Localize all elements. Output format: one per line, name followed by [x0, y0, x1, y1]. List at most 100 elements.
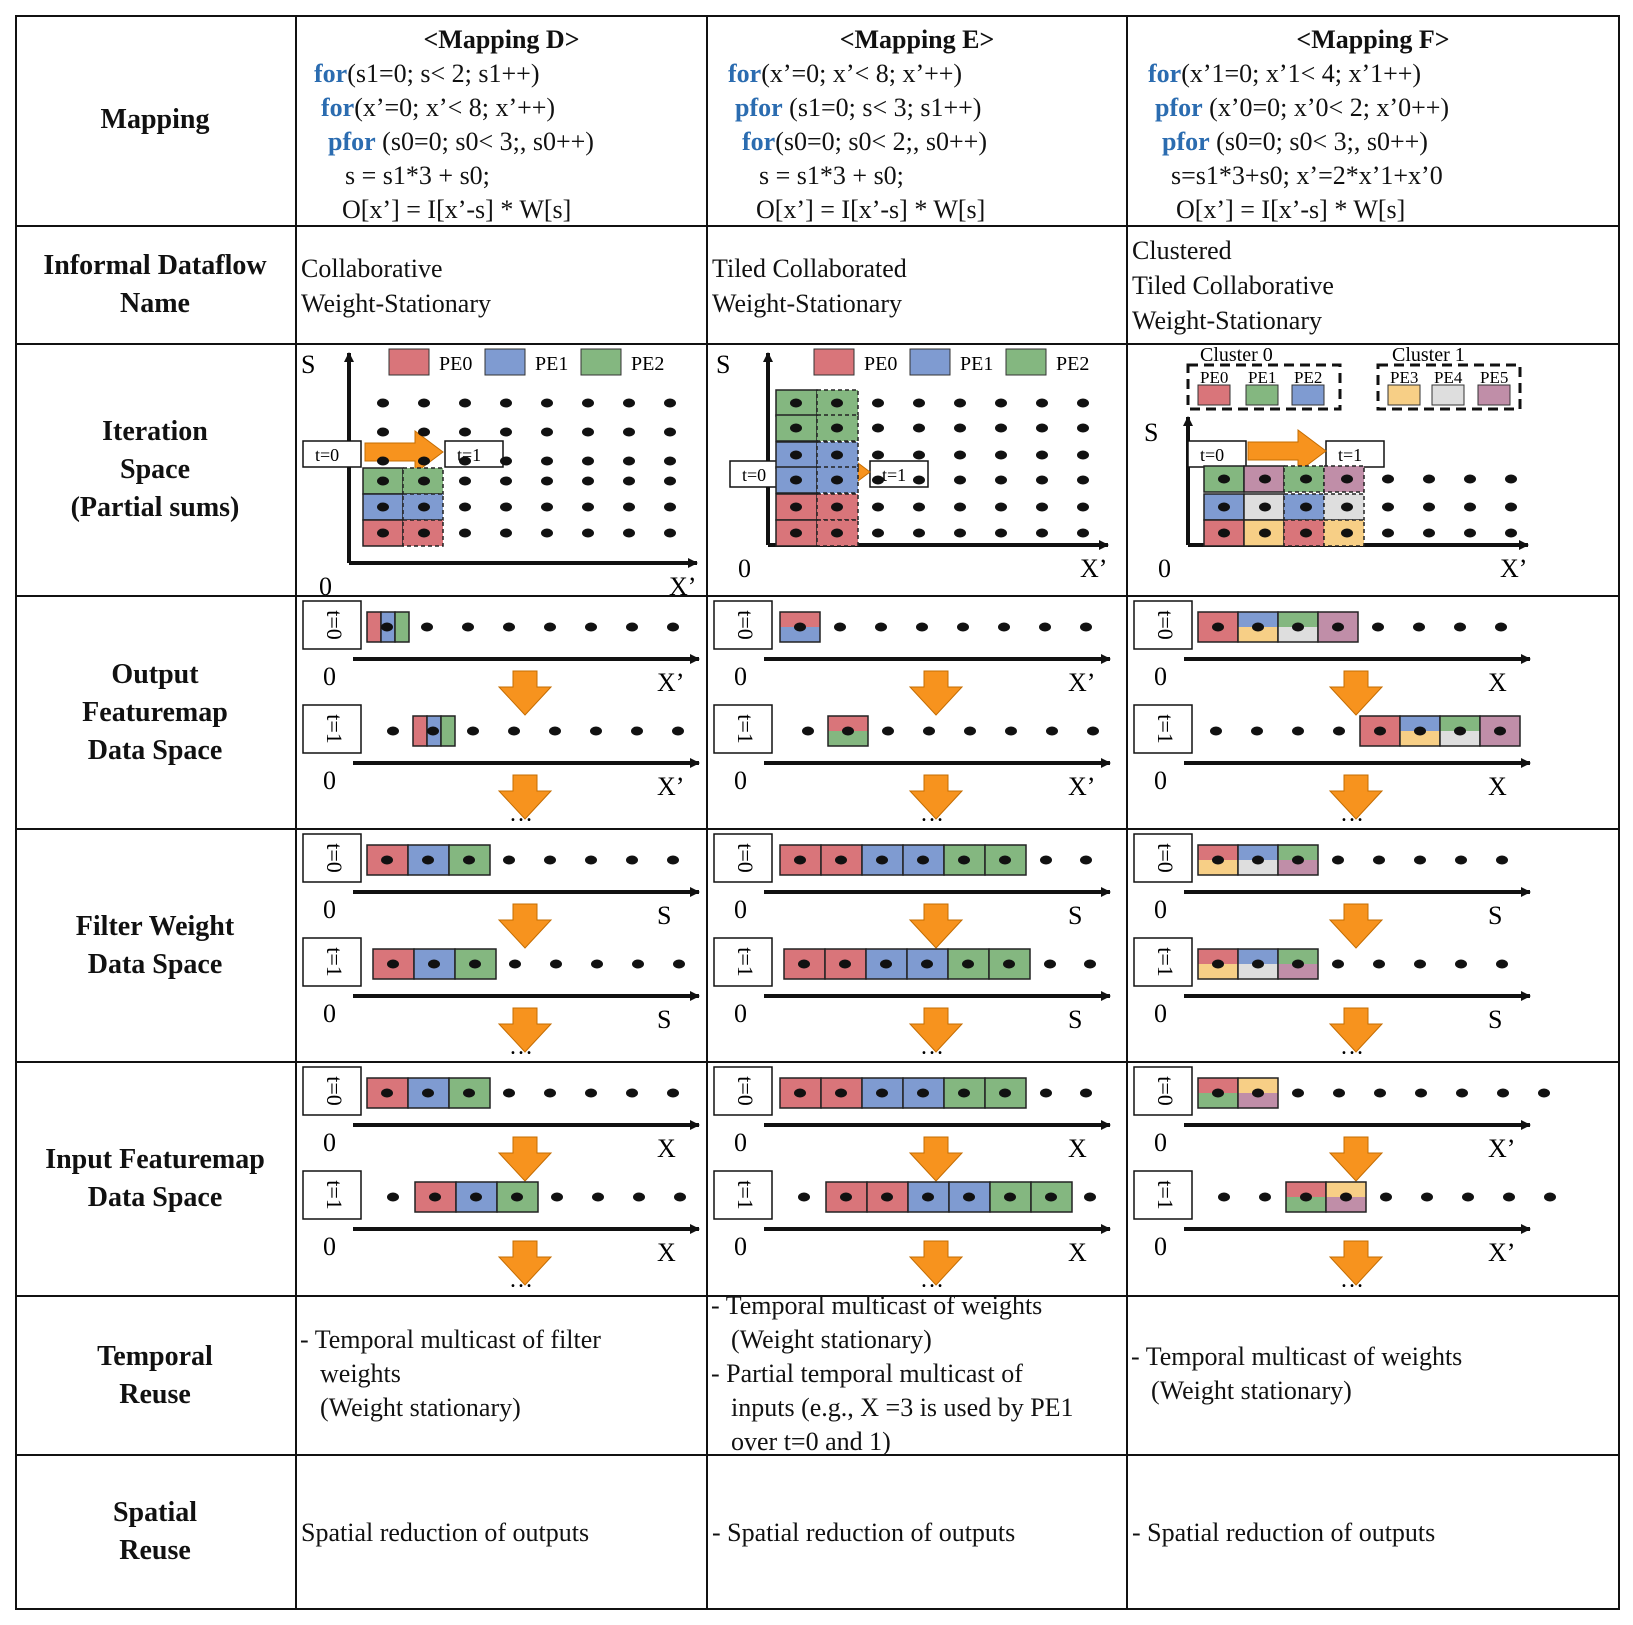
data-point [794, 1088, 806, 1098]
timestep-label: t=0 [1200, 445, 1224, 465]
data-point [913, 423, 925, 433]
timestep-box [1133, 937, 1193, 987]
row-header-output: Output Featuremap Data Space [15, 597, 297, 830]
iteration-plot: S 0 X’ t=0 t=1 PE0 PE1 PE2 [716, 348, 1109, 583]
x-axis-label: X [1068, 1238, 1087, 1267]
pe-cell [1325, 1181, 1367, 1213]
x-axis-label: X [657, 1238, 676, 1267]
legend-label: PE1 [535, 353, 568, 375]
data-point [957, 622, 969, 632]
code-keyword: pfor [1162, 127, 1210, 156]
data-point [1413, 622, 1425, 632]
data-point [835, 1088, 847, 1098]
data-point [509, 959, 521, 969]
data-point [503, 1088, 515, 1098]
timestep-label: t=1 [882, 465, 906, 485]
data-point [418, 502, 430, 512]
data-point [1372, 622, 1384, 632]
x-axis-label: S [657, 901, 671, 930]
row-header-line: Featuremap [82, 696, 228, 728]
data-point [429, 1192, 441, 1202]
data-point [831, 475, 843, 485]
data-point [1036, 475, 1048, 485]
timestep-box [302, 440, 362, 468]
data-point [377, 427, 389, 437]
data-point [626, 1088, 638, 1098]
temporal-reuse-line: - Temporal multicast of filter [300, 1324, 601, 1354]
data-point [1046, 726, 1058, 736]
pe-cell-top [1238, 845, 1278, 860]
code-text: (s0=0; s0< 3;, s0++) [375, 127, 594, 156]
row-header-line: Name [120, 288, 190, 319]
data-point [1414, 855, 1426, 865]
data-space-plot: t=00 X’t=10 X’… [1133, 1066, 1556, 1293]
data-point [1080, 1088, 1092, 1098]
data-point [1252, 959, 1264, 969]
data-point [794, 622, 806, 632]
orange-down-arrow-icon [497, 774, 553, 820]
data-point [995, 502, 1007, 512]
data-point [1212, 1088, 1224, 1098]
legend-label: PE3 [1390, 368, 1418, 387]
code-text: (s0=0; s0< 3;, s0++) [1209, 127, 1428, 156]
code-text: s = s1*3 + s0; [345, 161, 490, 190]
row-header-input: Input Featuremap Data Space [15, 1063, 297, 1297]
data-point [664, 476, 676, 486]
data-point [592, 1192, 604, 1202]
data-point [1544, 1192, 1556, 1202]
data-point [794, 855, 806, 865]
data-point [958, 1088, 970, 1098]
data-point [1005, 726, 1017, 736]
data-space-plot: t=00 St=10 S… [1133, 833, 1531, 1060]
orange-right-arrow-icon [1247, 429, 1327, 473]
data-point [842, 726, 854, 736]
code-line: pfor (s0=0; s0< 3;, s0++) [297, 125, 706, 159]
row-header-line: Iteration [102, 416, 208, 447]
data-point [544, 855, 556, 865]
row-header-line: Filter Weight [75, 910, 235, 942]
data-point [1538, 1088, 1550, 1098]
legend-swatch [909, 348, 951, 376]
data-point [673, 959, 685, 969]
data-point [1259, 474, 1271, 484]
code-line: pfor (s1=0; s< 3; s1++) [708, 91, 1126, 125]
row-header-line: Input Featuremap [45, 1144, 265, 1175]
s-axis-label: S [301, 350, 315, 379]
iteration-space-cell: S 0 X’ t=0 t=1 PE0 PE1 PE2 [708, 345, 1128, 597]
s-axis-label: S [716, 350, 730, 379]
data-space-cell-svg: t=00 X’t=10 X’… [1133, 1066, 1556, 1293]
data-point [1259, 528, 1271, 538]
legend-swatch [388, 348, 430, 376]
code-text: (s1=0; s< 2; s1++) [347, 59, 540, 88]
dataflow-name-cell: Tiled Collaborated Weight-Stationary [708, 227, 1128, 345]
data-point [541, 398, 553, 408]
data-point [381, 622, 393, 632]
origin-label: 0 [738, 554, 751, 583]
data-point [917, 855, 929, 865]
timestep-label: t=1 [733, 947, 758, 977]
timestep-box [302, 833, 362, 883]
data-point [377, 502, 389, 512]
x-axis-label: S [657, 1005, 671, 1034]
timestep-label: t=1 [322, 714, 347, 744]
code-text: (x’1=0; x’1< 4; x’1++) [1181, 59, 1422, 88]
data-point [1036, 450, 1048, 460]
data-point [1077, 398, 1089, 408]
orange-down-arrow-icon [908, 1007, 964, 1053]
code-text: (s1=0; s< 3; s1++) [782, 93, 982, 122]
mapping-title: <Mapping F> [1296, 25, 1450, 54]
pe-cell [779, 611, 821, 643]
data-point [1496, 855, 1508, 865]
data-point [633, 1192, 645, 1202]
pe-cell [1277, 948, 1319, 980]
orange-right-arrow-icon [364, 430, 444, 474]
data-point [544, 1088, 556, 1098]
data-point [876, 855, 888, 865]
data-point [508, 726, 520, 736]
data-point [831, 450, 843, 460]
timestep-box [302, 600, 362, 650]
data-point [1464, 502, 1476, 512]
data-space-plot: t=00 St=10 S… [713, 833, 1111, 1060]
cluster-label: Cluster 1 [1392, 345, 1465, 366]
